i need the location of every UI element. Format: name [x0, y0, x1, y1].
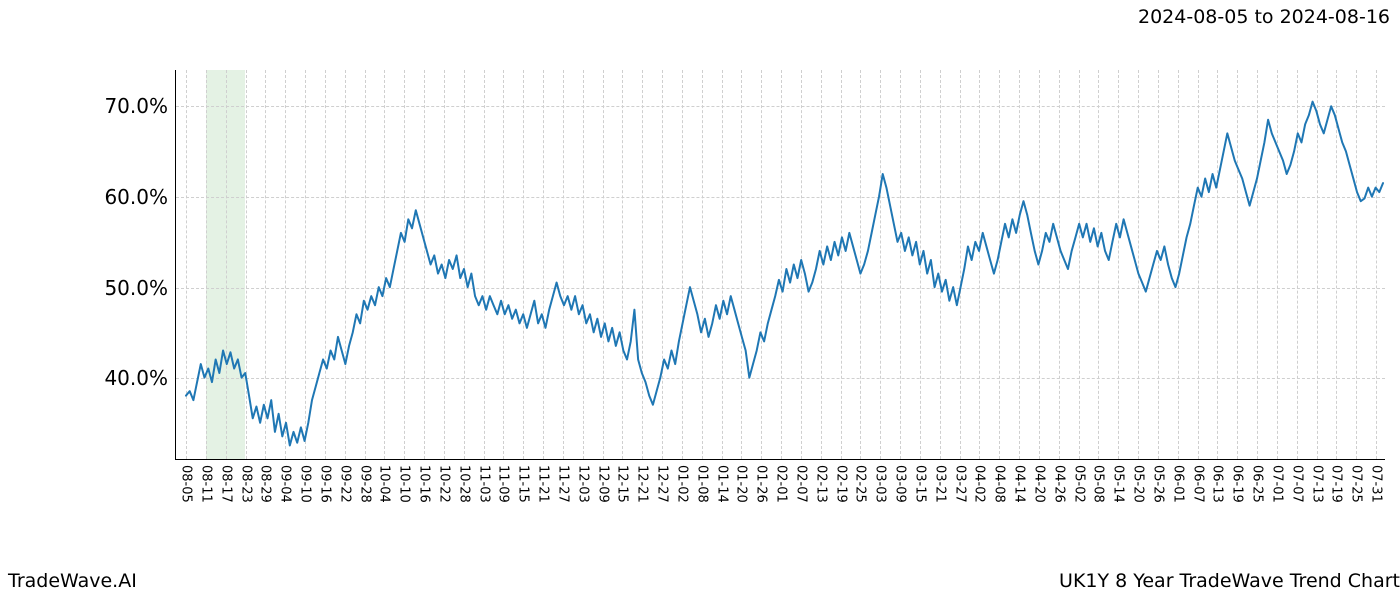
ytick-label: 70.0%	[104, 94, 168, 118]
footer-chart-title: UK1Y 8 Year TradeWave Trend Chart	[1059, 570, 1400, 592]
xtick-label: 01-08	[694, 465, 709, 503]
xtick-label: 11-21	[536, 465, 551, 503]
xtick-label: 07-13	[1309, 465, 1324, 503]
xtick-label: 02-19	[833, 465, 848, 503]
xtick-label: 10-16	[417, 465, 432, 503]
xtick-label: 04-02	[972, 465, 987, 503]
xtick-label: 07-19	[1329, 465, 1344, 503]
xtick-label: 12-15	[615, 465, 630, 503]
xtick-label: 11-03	[476, 465, 491, 503]
xtick-label: 01-02	[674, 465, 689, 503]
xtick-label: 11-27	[555, 465, 570, 503]
xtick-label: 10-28	[456, 465, 471, 503]
trend-line	[186, 102, 1383, 446]
xtick-label: 09-04	[278, 465, 293, 503]
xtick-label: 06-19	[1230, 465, 1245, 503]
trend-chart: 08-05 08-11 08-17 08-23 08-29 09-04 09-10 09-16…	[175, 40, 1385, 500]
xtick-label: 07-31	[1369, 465, 1384, 503]
xtick-label: 12-21	[635, 465, 650, 503]
xtick-label: 03-09	[893, 465, 908, 503]
xtick-label: 11-15	[516, 465, 531, 503]
xtick-label: 09-22	[337, 465, 352, 503]
xtick-label: 02-25	[853, 465, 868, 503]
xtick-label: 09-10	[298, 465, 313, 503]
xtick-label: 03-21	[932, 465, 947, 503]
xtick-label: 03-15	[912, 465, 927, 503]
xtick-label: 06-25	[1250, 465, 1265, 503]
xtick-label: 02-01	[774, 465, 789, 503]
footer-brand: TradeWave.AI	[8, 570, 137, 592]
xtick-label: 04-08	[992, 465, 1007, 503]
xtick-label: 05-26	[1150, 465, 1165, 503]
xtick-label: 12-03	[575, 465, 590, 503]
line-series-svg	[176, 70, 1385, 459]
xtick-label: 03-27	[952, 465, 967, 503]
xtick-label: 10-04	[377, 465, 392, 503]
xtick-label: 02-13	[813, 465, 828, 503]
xtick-label: 05-14	[1111, 465, 1126, 503]
xtick-label: 10-10	[397, 465, 412, 503]
plot-area: 08-0508-1108-1708-2308-2909-0409-1009-16…	[175, 70, 1385, 460]
xtick-label: 08-17	[218, 465, 233, 503]
xtick-label: 07-01	[1269, 465, 1284, 503]
xtick-label: 04-26	[1051, 465, 1066, 503]
xtick-label: 02-07	[793, 465, 808, 503]
xtick-label: 04-20	[1031, 465, 1046, 503]
xtick-label: 04-14	[1012, 465, 1027, 503]
xtick-label: 06-13	[1210, 465, 1225, 503]
xtick-label: 12-09	[595, 465, 610, 503]
xtick-label: 12-27	[655, 465, 670, 503]
ytick-label: 60.0%	[104, 185, 168, 209]
xtick-label: 01-14	[714, 465, 729, 503]
ytick-label: 50.0%	[104, 276, 168, 300]
xtick-label: 08-11	[198, 465, 213, 503]
xtick-label: 10-22	[436, 465, 451, 503]
xtick-label: 07-25	[1349, 465, 1364, 503]
xtick-label: 07-07	[1289, 465, 1304, 503]
ytick-label: 40.0%	[104, 366, 168, 390]
xtick-label: 05-02	[1071, 465, 1086, 503]
xtick-label: 09-28	[357, 465, 372, 503]
xtick-label: 11-09	[496, 465, 511, 503]
xtick-label: 08-23	[238, 465, 253, 503]
xtick-label: 01-20	[734, 465, 749, 503]
date-range-label: 2024-08-05 to 2024-08-16	[1138, 6, 1390, 28]
xtick-label: 01-26	[754, 465, 769, 503]
xtick-label: 08-05	[179, 465, 194, 503]
xtick-label: 06-01	[1170, 465, 1185, 503]
xtick-label: 08-29	[258, 465, 273, 503]
xtick-label: 03-03	[873, 465, 888, 503]
xtick-label: 05-20	[1131, 465, 1146, 503]
xtick-label: 05-08	[1091, 465, 1106, 503]
xtick-label: 09-16	[317, 465, 332, 503]
xtick-label: 06-07	[1190, 465, 1205, 503]
